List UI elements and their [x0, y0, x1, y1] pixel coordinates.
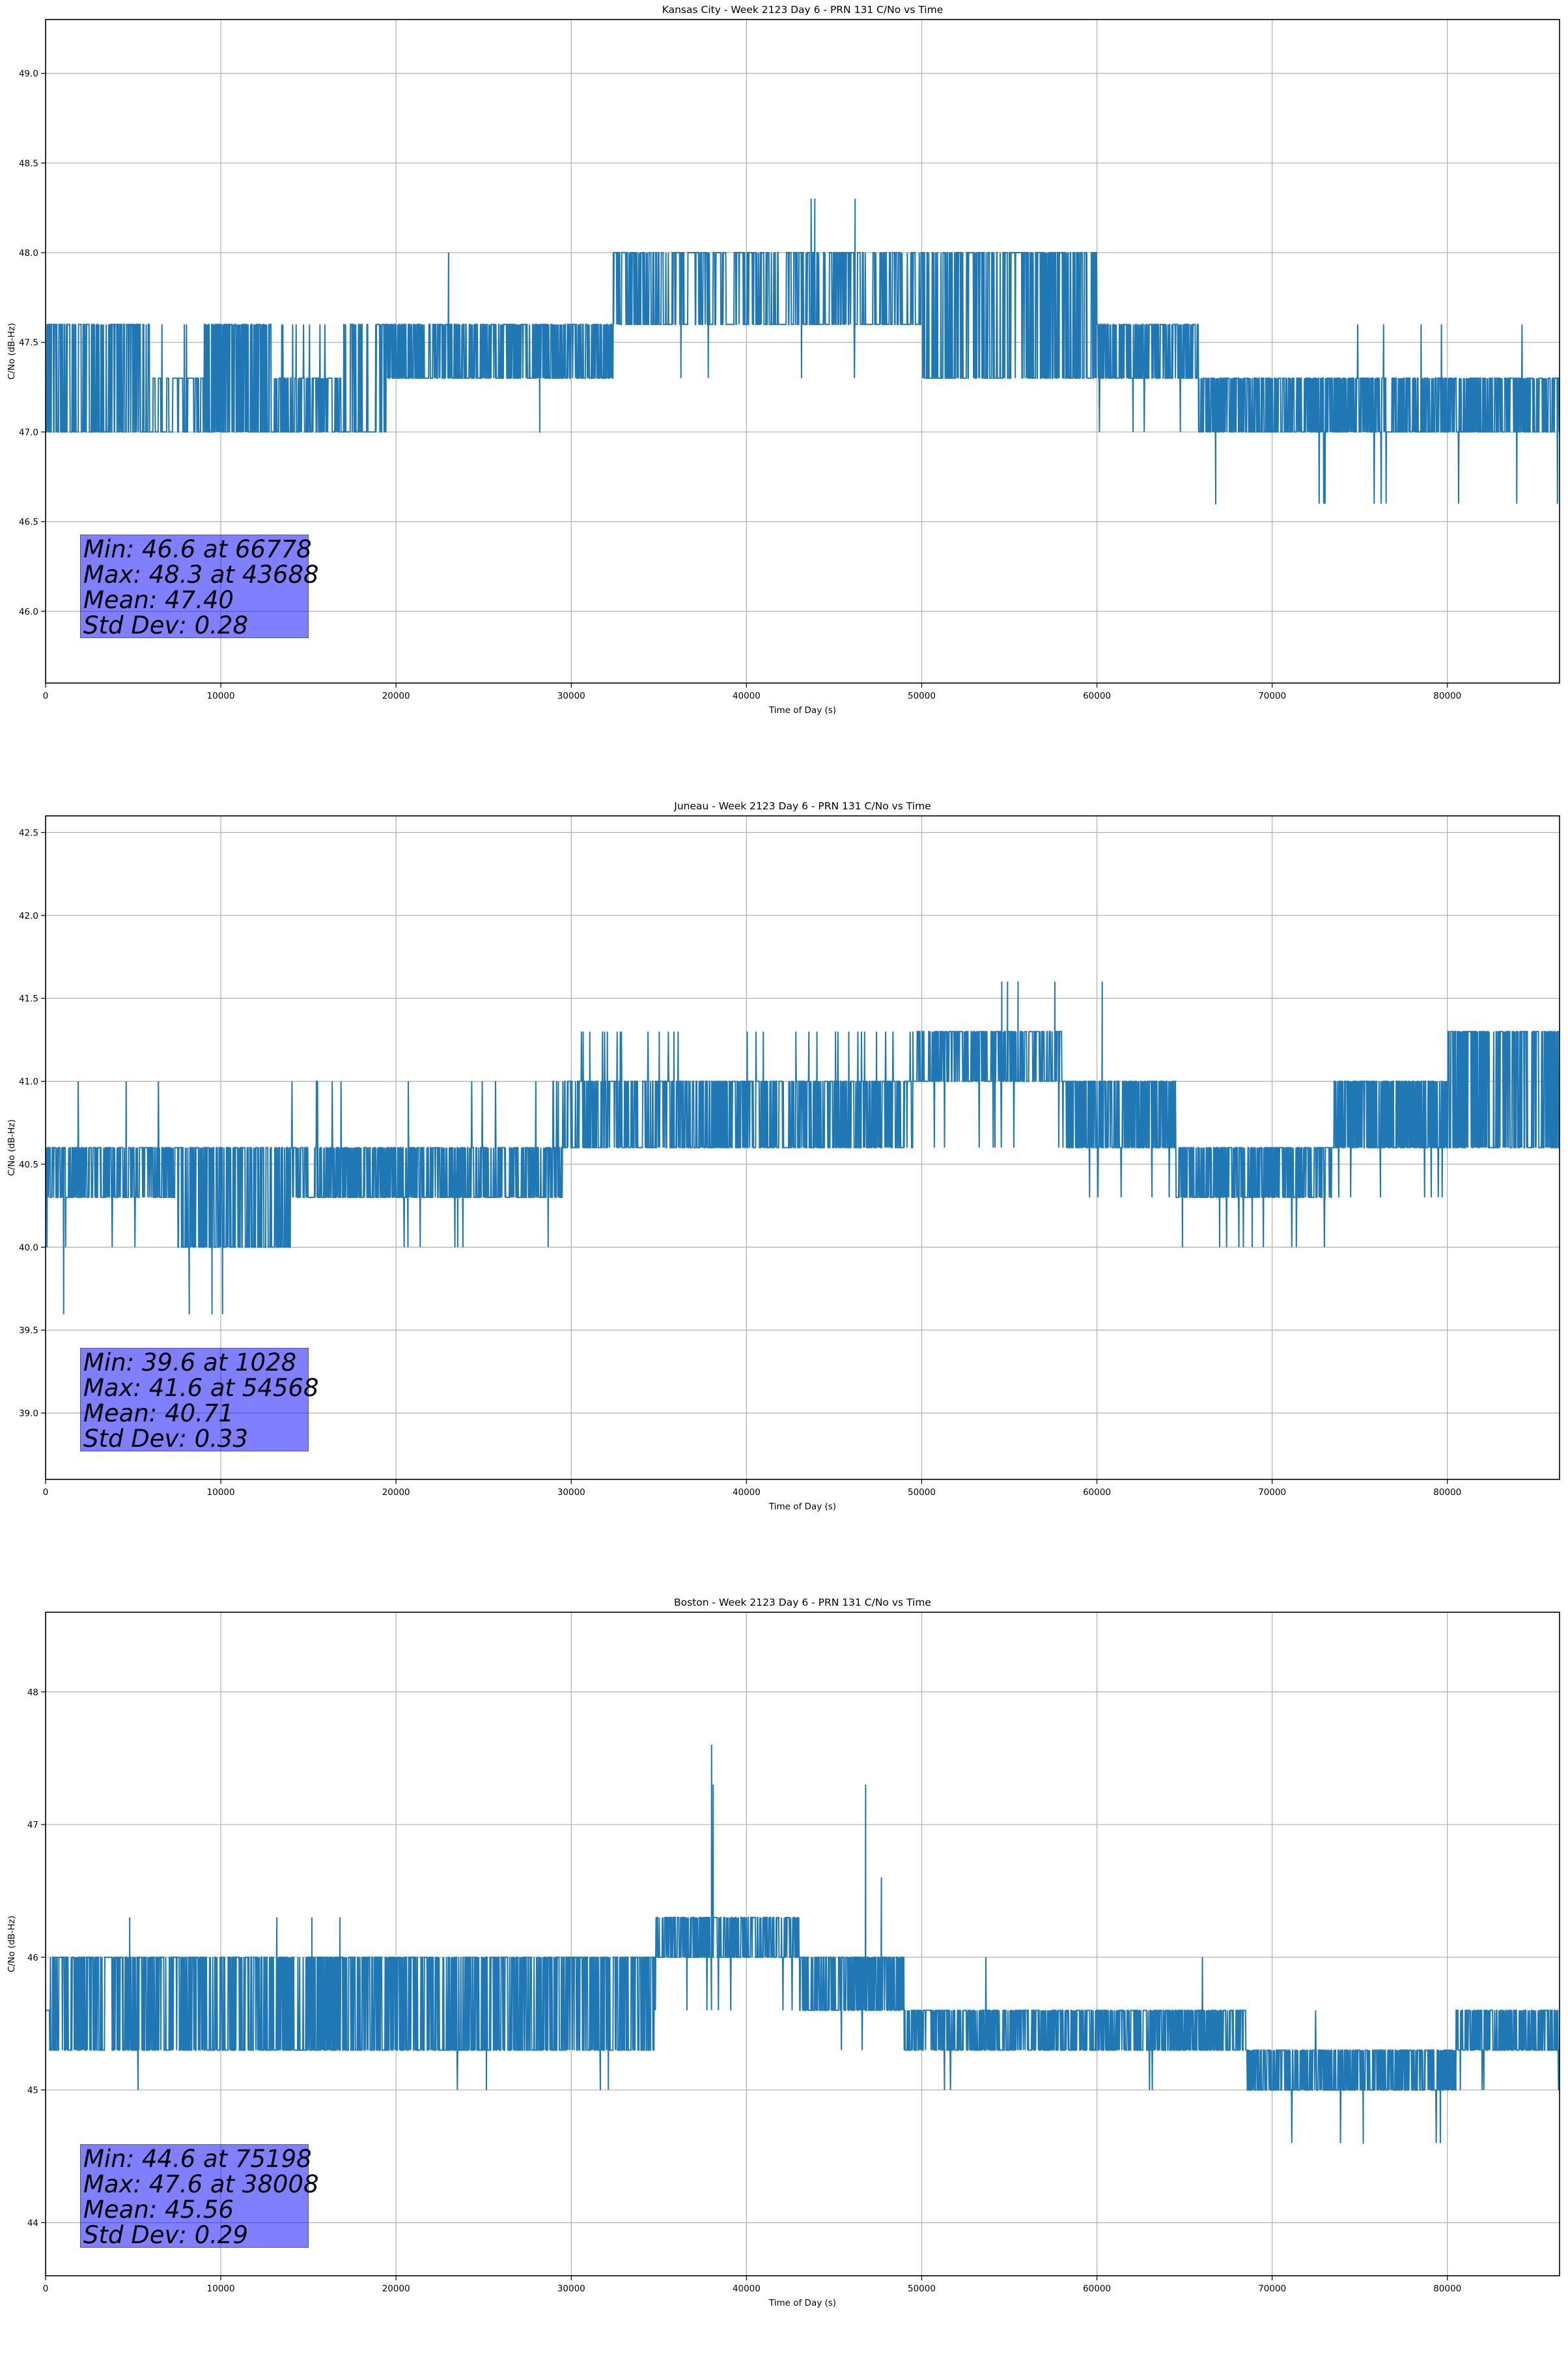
y-tick-label: 47.0 — [19, 427, 38, 438]
stats-mean: Mean: 45.56 — [83, 2196, 234, 2224]
x-tick-label: 60000 — [1083, 2284, 1111, 2294]
stats-std: Std Dev: 0.33 — [83, 1425, 249, 1453]
y-tick-label: 48 — [27, 1687, 38, 1698]
x-tick-label: 80000 — [1433, 691, 1461, 701]
plot-svg: 0 10000 20000 30000 40000 50000 60000 70000 8000… — [7, 815, 1560, 1512]
chart-title: Boston - Week 2123 Day 6 - PRN 131 C/No … — [674, 1597, 931, 1608]
y-tick-label: 45 — [27, 2086, 38, 2096]
x-tick-label: 70000 — [1258, 2284, 1286, 2294]
x-tick-label: 10000 — [207, 1487, 235, 1498]
plot-svg: 0 10000 20000 30000 40000 50000 60000 70000 8000… — [7, 19, 1560, 716]
x-tick-label: 40000 — [733, 691, 761, 701]
x-tick-label: 0 — [43, 1487, 49, 1498]
x-tick-label: 40000 — [733, 2284, 761, 2294]
y-tick-label: 39.0 — [19, 1408, 38, 1419]
chart-juneau: Juneau - Week 2123 Day 6 - PRN 131 C/No … — [0, 796, 1568, 1567]
x-tick-label: 80000 — [1433, 1487, 1461, 1498]
stats-box: Min: 44.6 at 75198 Max: 47.6 at 38008 Me… — [80, 2144, 319, 2249]
stats-std: Std Dev: 0.28 — [83, 611, 249, 639]
stats-max: Max: 48.3 at 43688 — [83, 561, 319, 589]
x-tick-label: 80000 — [1433, 2284, 1461, 2294]
x-tick-label: 20000 — [382, 691, 410, 701]
stats-min: Min: 46.6 at 66778 — [83, 535, 312, 563]
y-tick-label: 46.5 — [19, 517, 38, 527]
axes-frame — [45, 19, 1560, 684]
series-line — [46, 1744, 1560, 2144]
x-tick-label: 20000 — [382, 2284, 410, 2294]
y-tick-label: 44 — [27, 2218, 38, 2228]
y-tick-label: 41.0 — [19, 1077, 38, 1087]
y-tick-label: 41.5 — [19, 994, 38, 1004]
series-line — [46, 199, 1560, 504]
x-axis-label: Time of Day (s) — [768, 705, 836, 716]
y-axis-label: C/No (dB-Hz) — [7, 323, 17, 380]
stats-max: Max: 47.6 at 38008 — [83, 2170, 319, 2198]
x-tick-label: 30000 — [557, 1487, 585, 1498]
stats-max: Max: 41.6 at 54568 — [83, 1374, 319, 1402]
x-tick-label: 10000 — [207, 2284, 235, 2294]
chart-title: Kansas City - Week 2123 Day 6 - PRN 131 … — [662, 4, 944, 16]
x-tick-label: 50000 — [908, 2284, 936, 2294]
x-tick-label: 30000 — [557, 691, 585, 701]
chart-title: Juneau - Week 2123 Day 6 - PRN 131 C/No … — [674, 800, 931, 812]
y-tick-label: 42.5 — [19, 828, 38, 838]
x-tick-label: 70000 — [1258, 1487, 1286, 1498]
series-line — [46, 981, 1560, 1314]
x-tick-label: 50000 — [908, 1487, 936, 1498]
x-tick-label: 40000 — [733, 1487, 761, 1498]
stats-min: Min: 44.6 at 75198 — [83, 2145, 312, 2173]
y-tick-label: 48.0 — [19, 248, 38, 259]
y-tick-label: 40.0 — [19, 1242, 38, 1253]
y-axis-label: C/No (dB-Hz) — [7, 1119, 17, 1176]
stats-std: Std Dev: 0.29 — [83, 2221, 249, 2249]
x-tick-label: 50000 — [908, 691, 936, 701]
stats-mean: Mean: 47.40 — [83, 586, 234, 614]
x-tick-label: 10000 — [207, 691, 235, 701]
axes-frame — [45, 815, 1560, 1480]
stats-box: Min: 39.6 at 1028 Max: 41.6 at 54568 Mea… — [80, 1348, 319, 1453]
y-tick-label: 47 — [27, 1820, 38, 1830]
y-tick-label: 46 — [27, 1953, 38, 1963]
x-axis-label: Time of Day (s) — [768, 1502, 836, 1512]
y-tick-label: 48.5 — [19, 158, 38, 169]
chart-kansas-city: Kansas City - Week 2123 Day 6 - PRN 131 … — [0, 0, 1568, 770]
x-tick-label: 0 — [43, 691, 49, 701]
x-tick-label: 70000 — [1258, 691, 1286, 701]
y-axis-label: C/No (dB-Hz) — [7, 1916, 17, 1972]
x-tick-label: 60000 — [1083, 691, 1111, 701]
stats-box: Min: 46.6 at 66778 Max: 48.3 at 43688 Me… — [80, 535, 319, 639]
x-tick-label: 20000 — [382, 1487, 410, 1498]
y-tick-label: 46.0 — [19, 607, 38, 617]
y-tick-label: 40.5 — [19, 1160, 38, 1170]
axes-frame — [45, 1612, 1560, 2276]
stats-min: Min: 39.6 at 1028 — [83, 1349, 297, 1377]
y-tick-label: 42.0 — [19, 911, 38, 921]
x-tick-label: 0 — [43, 2284, 49, 2294]
x-tick-label: 60000 — [1083, 1487, 1111, 1498]
x-tick-label: 30000 — [557, 2284, 585, 2294]
x-axis-label: Time of Day (s) — [768, 2298, 836, 2308]
y-tick-label: 47.5 — [19, 338, 38, 348]
chart-boston: Boston - Week 2123 Day 6 - PRN 131 C/No … — [0, 1593, 1568, 2363]
y-tick-label: 39.5 — [19, 1326, 38, 1336]
y-tick-label: 49.0 — [19, 69, 38, 79]
stats-mean: Mean: 40.71 — [83, 1399, 234, 1427]
